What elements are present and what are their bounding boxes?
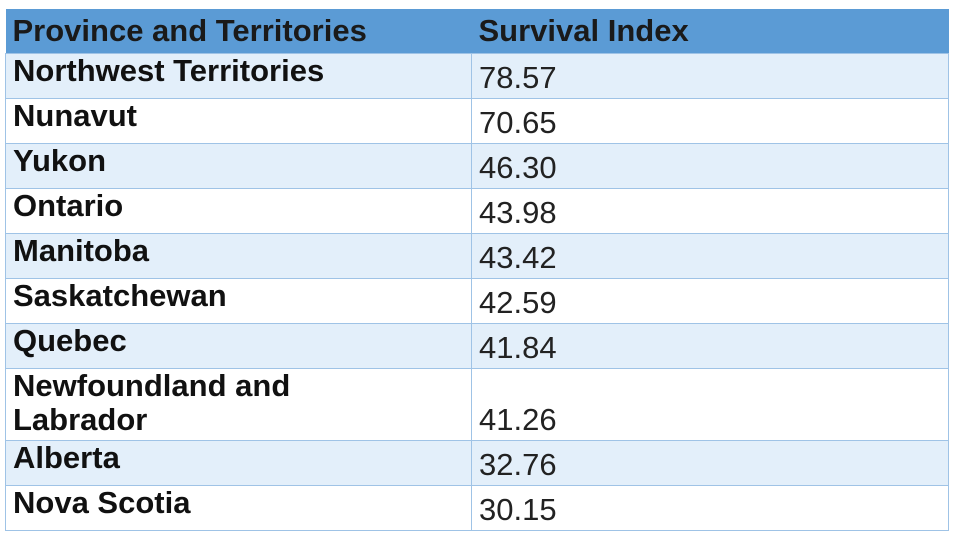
province-name: Northwest Territories xyxy=(5,53,472,99)
province-name: Manitoba xyxy=(5,233,472,279)
province-name: Newfoundland and Labrador xyxy=(5,368,472,441)
province-name: Nova Scotia xyxy=(5,485,472,531)
province-name: Nunavut xyxy=(5,98,472,144)
survival-index-value: 70.65 xyxy=(471,98,949,144)
survival-index-value: 30.15 xyxy=(471,485,949,531)
table-row: Nova Scotia 30.15 xyxy=(5,485,949,531)
table-row: Quebec 41.84 xyxy=(5,323,949,369)
survival-index-value: 42.59 xyxy=(471,278,949,324)
header-survival-index: Survival Index xyxy=(471,9,949,54)
province-name: Quebec xyxy=(5,323,472,369)
table-row: Nunavut 70.65 xyxy=(5,98,949,144)
survival-index-value: 41.26 xyxy=(471,368,949,441)
province-name: Saskatchewan xyxy=(5,278,472,324)
survival-index-table-container: Province and Territories Survival Index … xyxy=(5,9,949,531)
province-name: Alberta xyxy=(5,440,472,486)
survival-index-value: 43.98 xyxy=(471,188,949,234)
table-row: Alberta 32.76 xyxy=(5,440,949,486)
survival-index-value: 46.30 xyxy=(471,143,949,189)
survival-index-value: 78.57 xyxy=(471,53,949,99)
table-row: Saskatchewan 42.59 xyxy=(5,278,949,324)
table-row: Northwest Territories 78.57 xyxy=(5,53,949,99)
survival-index-value: 32.76 xyxy=(471,440,949,486)
table-row: Newfoundland and Labrador 41.26 xyxy=(5,368,949,441)
header-province: Province and Territories xyxy=(5,9,472,54)
survival-index-value: 41.84 xyxy=(471,323,949,369)
province-name: Yukon xyxy=(5,143,472,189)
table-row: Yukon 46.30 xyxy=(5,143,949,189)
province-name: Ontario xyxy=(5,188,472,234)
survival-index-value: 43.42 xyxy=(471,233,949,279)
survival-index-table: Province and Territories Survival Index … xyxy=(5,9,949,531)
table-row: Manitoba 43.42 xyxy=(5,233,949,279)
table-row: Ontario 43.98 xyxy=(5,188,949,234)
table-header-row: Province and Territories Survival Index xyxy=(5,9,949,54)
